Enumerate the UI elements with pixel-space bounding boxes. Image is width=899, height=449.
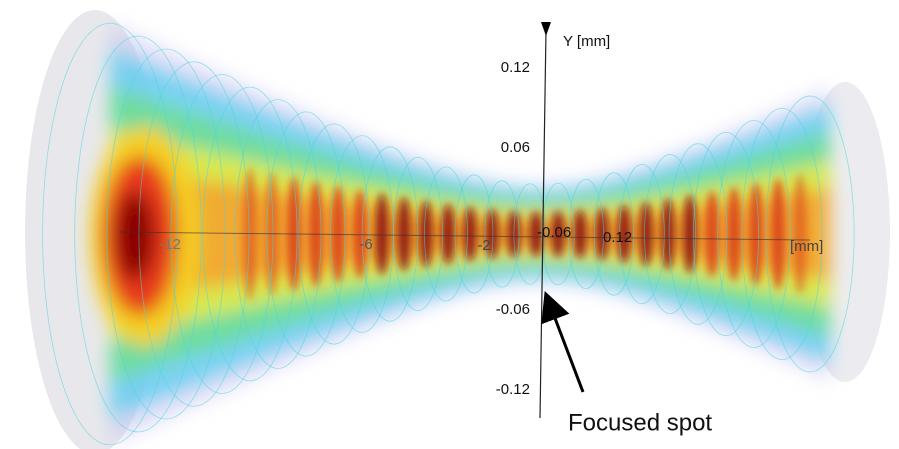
intensity-fringe <box>705 191 719 277</box>
intensity-fringe <box>375 193 389 274</box>
intensity-fringe <box>749 183 763 286</box>
z-tick-label: 0.12 <box>603 229 632 246</box>
page: Y [mm] 0.12 0.06 -0.06 -0.12 -12 -6 -2 [… <box>0 0 899 449</box>
intensity-fringe <box>639 202 653 266</box>
x-axis-unit: [mm] <box>790 238 823 255</box>
intensity-fringe <box>573 210 587 258</box>
z-tick-label: -0.06 <box>537 224 571 241</box>
y-axis-arrowhead <box>541 22 551 36</box>
intensity-fringe <box>463 207 477 261</box>
intensity-fringe <box>771 178 785 289</box>
x-tick-label: -2 <box>477 237 490 254</box>
x-tick-label: -12 <box>159 236 181 253</box>
x-tick-label: -6 <box>359 236 372 253</box>
y-tick-label: 0.06 <box>501 139 530 156</box>
beam-visualization: Y [mm] 0.12 0.06 -0.06 -0.12 -12 -6 -2 [… <box>0 0 899 449</box>
beam-core <box>115 191 155 281</box>
intensity-fringe <box>353 189 367 278</box>
y-tick-label: -0.06 <box>496 301 530 318</box>
intensity-fringe <box>397 197 411 271</box>
intensity-fringe <box>441 204 455 264</box>
y-tick-label: -0.12 <box>496 381 530 398</box>
annotation-arrow <box>550 305 583 392</box>
intensity-fringe <box>793 174 807 294</box>
intensity-fringe <box>727 187 741 282</box>
y-tick-label: 0.12 <box>501 59 530 76</box>
annotation: Focused spot <box>568 409 712 436</box>
y-axis-label: Y [mm] <box>563 33 610 50</box>
